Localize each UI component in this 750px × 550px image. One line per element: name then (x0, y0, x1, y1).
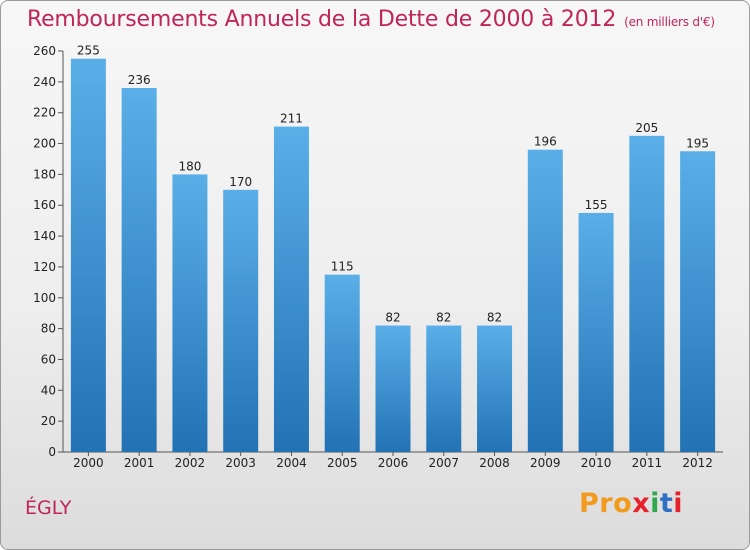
chart-labels: 255 236 180 170 211 115 82 82 82 196 155 205 195 (77, 44, 709, 325)
x-tick-label-2001: 2001 (124, 456, 155, 470)
x-tick-label-2003: 2003 (225, 456, 256, 470)
bar-2012 (680, 151, 716, 452)
x-tick-label-2002: 2002 (175, 456, 206, 470)
x-tick-label-2011: 2011 (632, 456, 663, 470)
value-label-2006: 82 (385, 311, 400, 325)
x-tick-label-2010: 2010 (581, 456, 612, 470)
value-label-2002: 180 (178, 159, 201, 173)
value-label-2005: 115 (331, 260, 354, 274)
y-tick-label: 120 (33, 260, 56, 274)
value-label-2000: 255 (77, 44, 100, 58)
logo-letter: x (632, 488, 651, 519)
logo-letter: i (673, 488, 684, 519)
value-label-2001: 236 (128, 73, 151, 87)
bar-2002 (172, 174, 208, 452)
bar-2001 (121, 88, 157, 452)
bar-2006 (375, 325, 411, 452)
y-tick-label: 160 (33, 198, 56, 212)
chart-bars (70, 58, 716, 453)
bar-2009 (527, 149, 563, 452)
value-label-2011: 205 (635, 121, 658, 135)
value-label-2007: 82 (436, 311, 451, 325)
value-label-2008: 82 (487, 311, 502, 325)
x-tick-label-2007: 2007 (428, 456, 459, 470)
logo-letter: t (659, 488, 674, 519)
logo-letter: r (599, 488, 614, 519)
y-tick-label: 260 (33, 44, 56, 58)
value-label-2010: 155 (585, 198, 608, 212)
y-tick-label: 180 (33, 167, 56, 181)
y-tick-label: 200 (33, 137, 56, 151)
chart-title-text: Remboursements Annuels de la Dette de 20… (27, 7, 617, 32)
logo-letter: i (650, 488, 660, 519)
bar-2007 (426, 325, 462, 452)
y-tick-label: 240 (33, 75, 56, 89)
y-tick-label: 60 (41, 352, 56, 366)
x-tick-label-2008: 2008 (479, 456, 510, 470)
y-tick-label: 100 (33, 291, 56, 305)
x-tick-label-2004: 2004 (276, 456, 307, 470)
bar-2010 (578, 212, 614, 452)
y-tick-label: 40 (41, 383, 56, 397)
x-tick-label-2005: 2005 (327, 456, 358, 470)
y-tick-label: 80 (41, 322, 56, 336)
y-tick-label: 140 (33, 229, 56, 243)
logo-letter: o (613, 488, 633, 519)
x-tick-label-2012: 2012 (682, 456, 713, 470)
chart-subtitle: (en milliers d'€) (624, 15, 715, 29)
bar-2008 (477, 325, 513, 452)
y-tick-label: 0 (48, 445, 56, 459)
value-label-2003: 170 (229, 175, 252, 189)
value-label-2009: 196 (534, 135, 557, 149)
chart-axes: 0 20 40 60 80 100 120 140 160 180 200 220 240 260 2000… (33, 44, 723, 470)
x-tick-label-2000: 2000 (73, 456, 104, 470)
chart-title: Remboursements Annuels de la Dette de 20… (27, 7, 715, 32)
x-tick-label-2009: 2009 (530, 456, 561, 470)
bar-2000 (70, 58, 106, 452)
x-tick-label-2006: 2006 (378, 456, 409, 470)
y-tick-label: 20 (41, 414, 56, 428)
bar-2004 (273, 126, 309, 453)
value-label-2012: 195 (686, 136, 709, 150)
logo-letter: P (579, 488, 600, 519)
y-tick-label: 220 (33, 106, 56, 120)
bar-2005 (324, 274, 360, 452)
proxiti-logo: Proxiti (579, 488, 683, 519)
value-label-2004: 211 (280, 112, 303, 126)
city-name: ÉGLY (25, 497, 72, 519)
bar-2003 (223, 189, 259, 453)
bar-2011 (629, 135, 665, 453)
